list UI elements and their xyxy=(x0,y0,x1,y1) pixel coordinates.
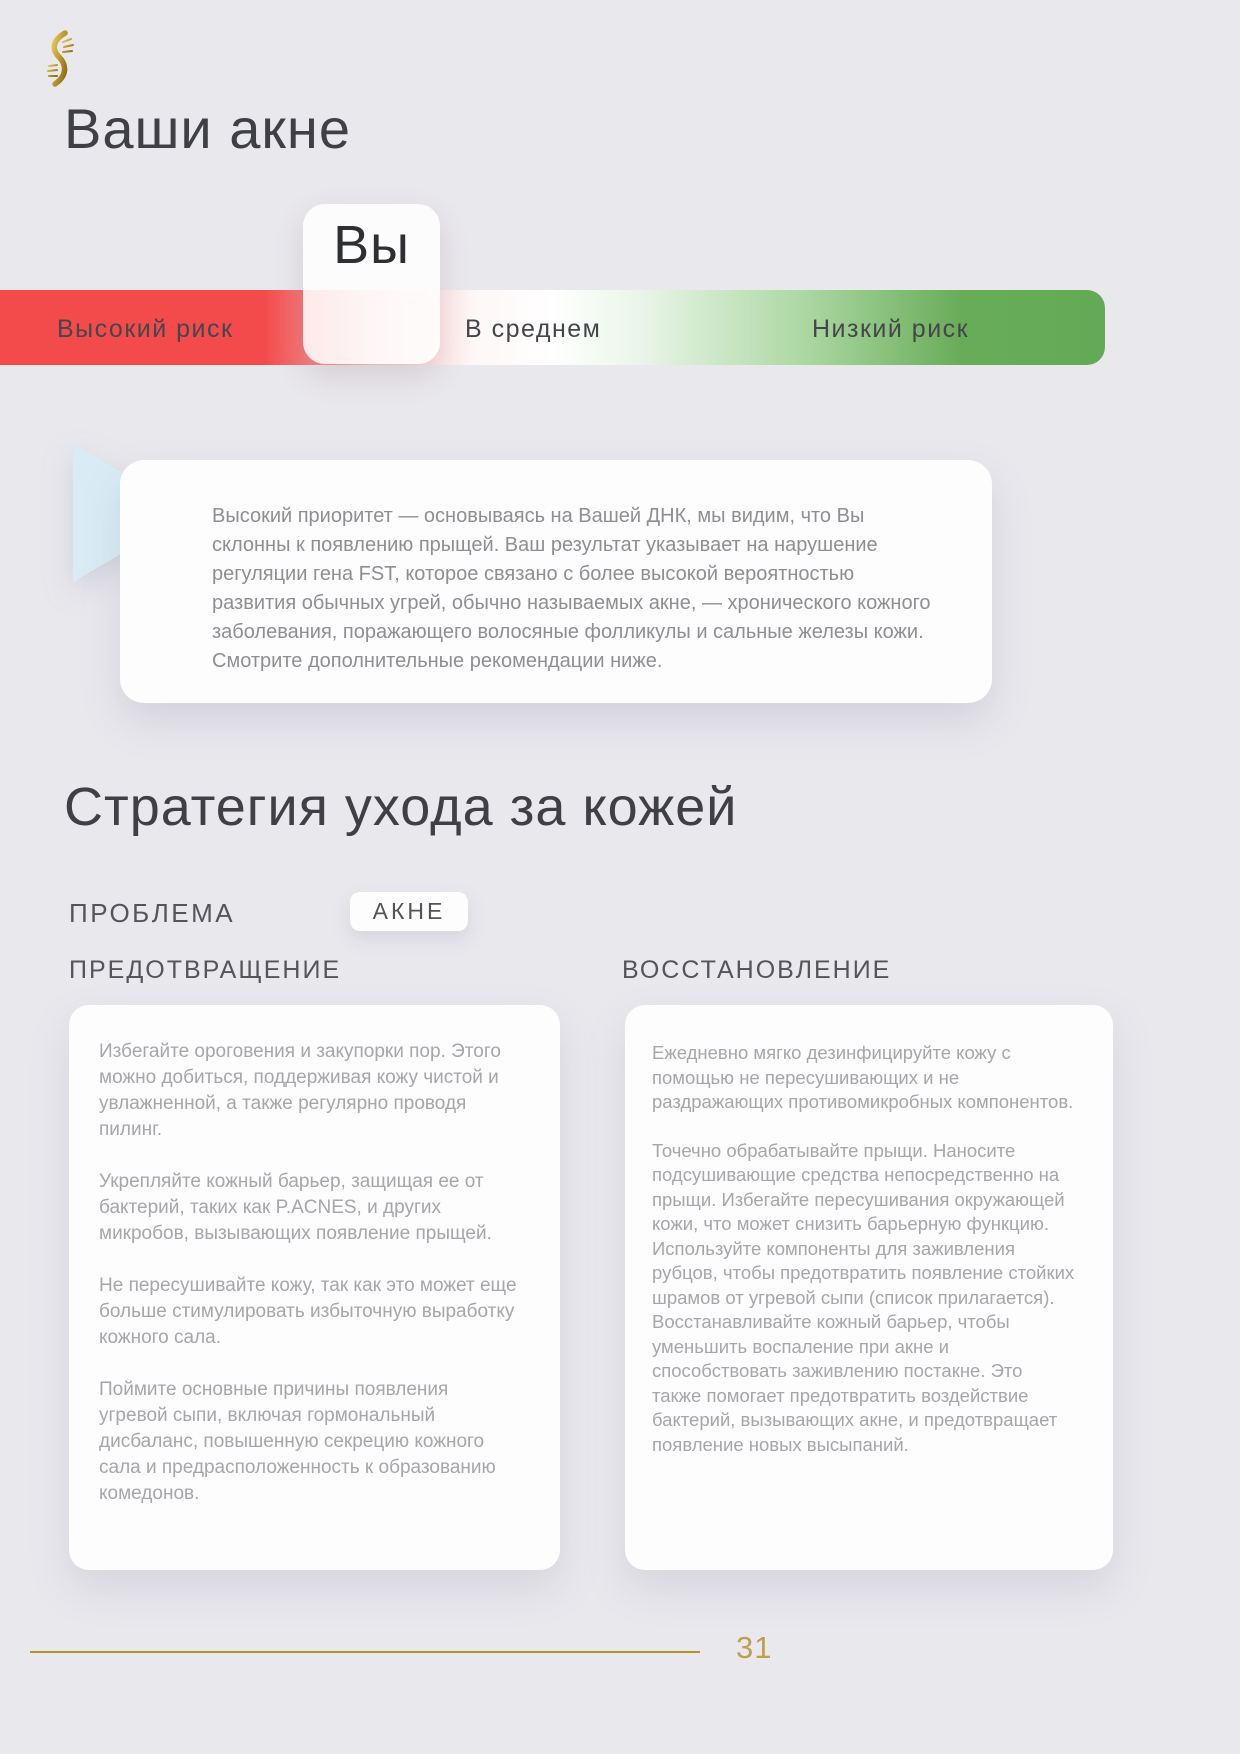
strategy-heading: Стратегия ухода за кожей xyxy=(64,777,738,837)
prevention-column-header: ПРЕДОТВРАЩЕНИЕ xyxy=(69,956,342,984)
page-title: Ваши акне xyxy=(64,97,351,160)
card-paragraph: Не пересушивайте кожу, так как это может… xyxy=(99,1275,517,1348)
risk-label-high: Высокий риск xyxy=(57,314,234,343)
card-paragraph: Укрепляйте кожный барьер, защищая ее от … xyxy=(99,1171,492,1244)
result-summary-card: Высокий приоритет — основываясь на Вашей… xyxy=(120,460,992,703)
card-paragraph: Точечно обрабатывайте прыщи. Наносите по… xyxy=(652,1139,1075,1455)
dna-icon xyxy=(44,30,76,88)
recovery-column-header: ВОССТАНОВЛЕНИЕ xyxy=(622,956,892,984)
you-position-marker: Вы xyxy=(303,204,440,364)
risk-label-low: Низкий риск xyxy=(812,314,970,343)
footer-divider xyxy=(30,1651,700,1653)
card-paragraph: Поймите основные причины появления угрев… xyxy=(99,1379,496,1504)
prevention-card: Избегайте ороговения и закупорки пор. Эт… xyxy=(69,1005,560,1570)
card-paragraph: Избегайте ороговения и закупорки пор. Эт… xyxy=(99,1041,501,1140)
risk-scale-bar: Высокий риск В среднем Низкий риск xyxy=(0,290,1105,365)
page-number: 31 xyxy=(736,1630,773,1665)
recovery-card: Ежедневно мягко дезинфицируйте кожу с по… xyxy=(625,1005,1113,1570)
problem-label: ПРОБЛЕМА xyxy=(69,898,236,928)
problem-value-badge[interactable]: АКНЕ xyxy=(350,892,468,931)
card-paragraph: Ежедневно мягко дезинфицируйте кожу с по… xyxy=(652,1042,1074,1112)
result-summary-text: Высокий приоритет — основываясь на Вашей… xyxy=(212,505,931,672)
risk-label-average: В среднем xyxy=(465,314,602,343)
you-marker-label: Вы xyxy=(333,215,410,275)
